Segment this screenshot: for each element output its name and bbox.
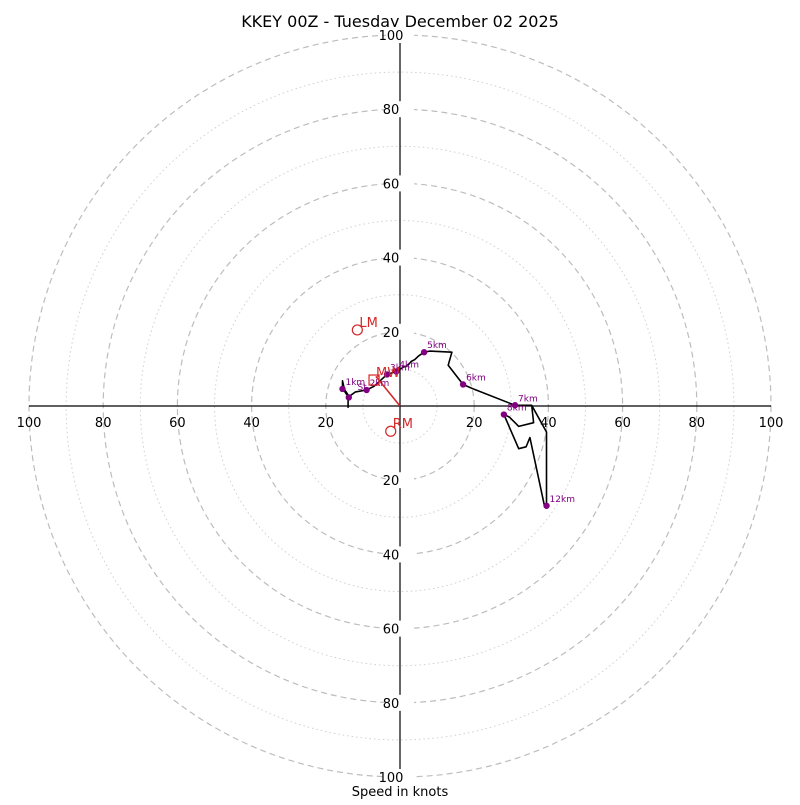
x-tick-label: 20 [318, 416, 335, 431]
height-label: 8km [507, 404, 527, 414]
y-tick-background [386, 694, 414, 711]
rm-motion-marker [385, 425, 397, 437]
y-tick-background [386, 27, 414, 43]
y-tick-label: 100 [379, 29, 404, 44]
y-tick-label: 60 [383, 623, 400, 638]
height-marker-dot [543, 502, 550, 509]
height-label: 7km [518, 394, 538, 404]
height-marker-dot [345, 394, 353, 401]
height-label: 6km [466, 373, 486, 383]
chart-title: KKEY 00Z - Tuesday December 02 2025 [241, 12, 559, 31]
height-marker-dot [420, 349, 428, 356]
y-tick-label: 80 [383, 697, 400, 712]
x-tick-label: 20 [466, 416, 483, 431]
y-tick-background [386, 249, 414, 266]
mw-label: MW [376, 366, 400, 381]
tick-labels: 100 80 60 40 20 20 40 60 80 100100806040202040608… [17, 27, 784, 786]
y-tick-background [386, 101, 414, 118]
y-tick-background [386, 472, 414, 489]
extra-label: St [357, 383, 367, 393]
y-tick-label: 20 [383, 326, 400, 341]
y-tick-background [386, 620, 414, 637]
height-marker-dot [383, 371, 391, 378]
height-marker-dot [393, 368, 400, 375]
x-tick-label: 60 [614, 416, 631, 431]
storm-motion-markers: LM RM MW [351, 316, 413, 437]
storm-motion-vector [375, 375, 401, 407]
y-tick-label: 20 [383, 474, 400, 489]
x-tick-label: 100 [759, 416, 784, 431]
y-tick-background [386, 546, 414, 563]
x-tick-label: 100 [17, 416, 42, 431]
y-tick-background [386, 175, 414, 192]
mean-wind-marker [368, 374, 380, 386]
height-label: 3km [390, 363, 410, 373]
y-tick-background [386, 323, 414, 340]
height-label: 12km [550, 495, 575, 505]
x-tick-label: 80 [689, 416, 706, 431]
y-tick-label: 80 [383, 103, 400, 118]
y-tick-label: 40 [383, 548, 400, 563]
x-axis-label: Speed in knots [352, 785, 449, 800]
height-label: 4km [399, 360, 419, 370]
lm-motion-marker [351, 324, 363, 336]
x-tick-label: 40 [243, 416, 260, 431]
height-marker-dot [500, 411, 508, 418]
height-marker-dot [511, 402, 519, 409]
height-marker-dot [459, 381, 467, 388]
height-label: 5km [427, 341, 447, 351]
y-tick-background [386, 769, 414, 785]
x-tick-label: 80 [95, 416, 112, 431]
height-marker-dot [363, 386, 370, 394]
y-tick-label: 40 [383, 252, 400, 267]
y-tick-label: 100 [379, 771, 404, 786]
height-marker-dot [339, 385, 346, 393]
y-tick-label: 60 [383, 177, 400, 192]
height-label: 1km [345, 378, 365, 388]
rm-label: RM [393, 417, 413, 432]
x-tick-label: 60 [169, 416, 186, 431]
lm-label: LM [359, 316, 377, 331]
